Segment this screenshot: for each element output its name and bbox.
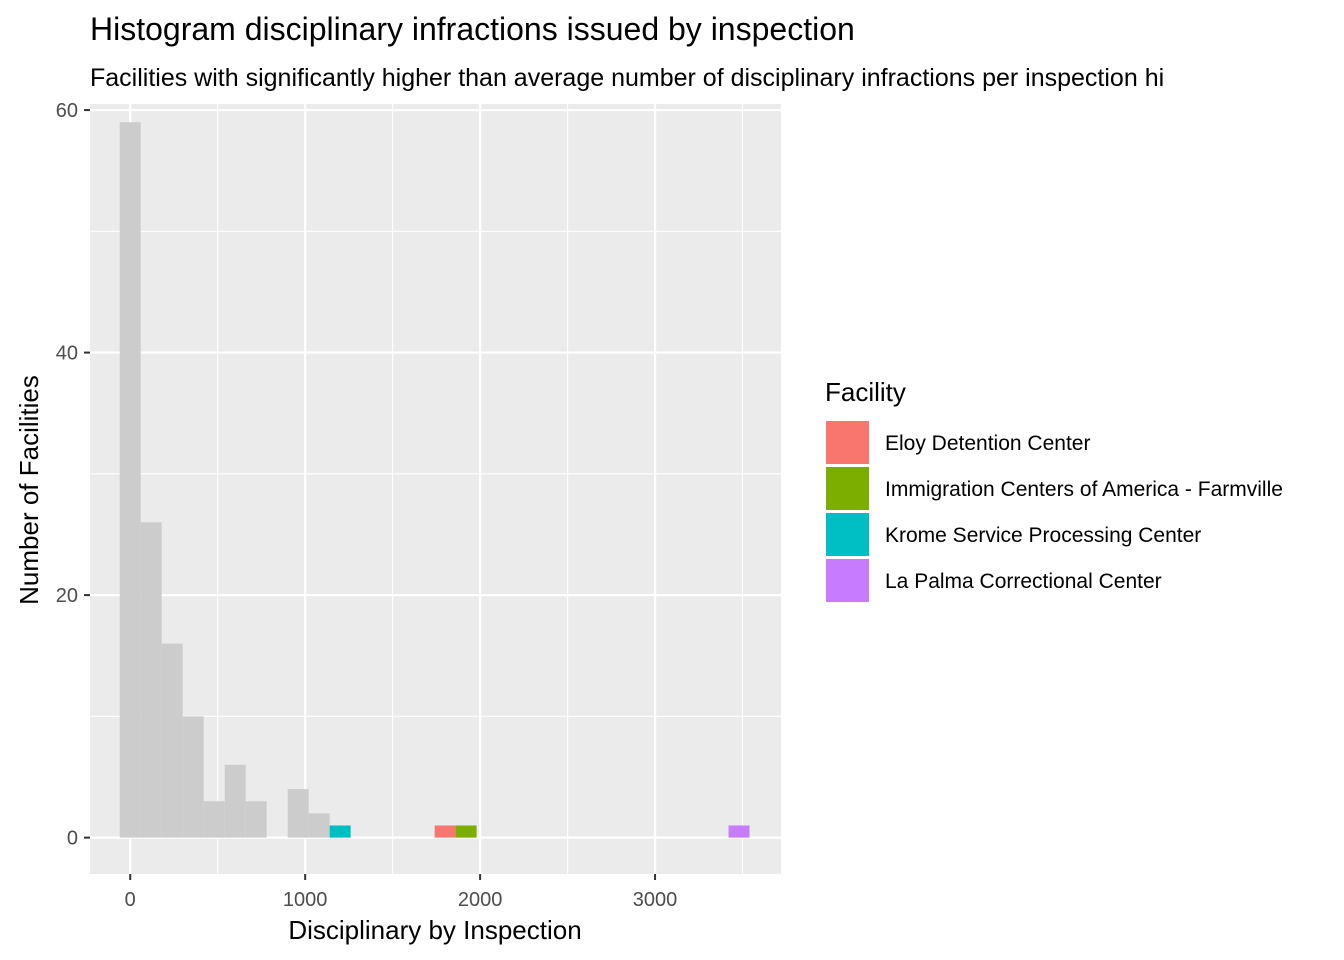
legend-key bbox=[824, 465, 871, 512]
facility-bar bbox=[329, 825, 351, 838]
x-tick-label: 1000 bbox=[283, 889, 328, 911]
legend: Facility Eloy Detention Center Immigratio… bbox=[824, 377, 1283, 604]
legend-label: Krome Service Processing Center bbox=[885, 524, 1201, 547]
legend-key bbox=[824, 557, 871, 604]
legend-title: Facility bbox=[825, 377, 906, 407]
facility-bar bbox=[728, 825, 750, 838]
chart-subtitle: Facilities with significantly higher tha… bbox=[90, 64, 1164, 92]
histogram-bar bbox=[161, 643, 183, 838]
histogram-bar bbox=[224, 764, 246, 838]
legend-label: La Palma Correctional Center bbox=[885, 570, 1162, 593]
grid-minor bbox=[90, 104, 781, 874]
y-tick-label: 20 bbox=[56, 585, 78, 607]
axis-tick-labels: 0 1000 2000 3000 0 20 40 60 bbox=[56, 100, 678, 911]
histogram-bar bbox=[245, 801, 267, 838]
x-tick-label: 2000 bbox=[458, 889, 503, 911]
histogram-bar bbox=[308, 813, 330, 838]
chart-title: Histogram disciplinary infractions issue… bbox=[90, 11, 855, 47]
y-tick-label: 40 bbox=[56, 343, 78, 365]
bars bbox=[119, 122, 750, 838]
legend-label: Eloy Detention Center bbox=[885, 432, 1090, 455]
histogram-bar bbox=[203, 801, 225, 838]
axis-ticks bbox=[84, 109, 657, 880]
y-tick-label: 60 bbox=[56, 100, 78, 122]
x-tick-label: 0 bbox=[125, 889, 136, 911]
facility-bar bbox=[455, 825, 477, 838]
y-axis-title: Number of Facilities bbox=[14, 375, 44, 605]
facility-bar bbox=[434, 825, 456, 838]
legend-key bbox=[824, 511, 871, 558]
histogram-bar bbox=[140, 522, 162, 838]
y-tick-label: 0 bbox=[67, 828, 78, 850]
histogram-bar bbox=[182, 716, 204, 838]
histogram-bar bbox=[119, 122, 141, 838]
legend-key bbox=[824, 419, 871, 466]
legend-label: Immigration Centers of America - Farmvil… bbox=[885, 478, 1283, 501]
histogram-bar bbox=[287, 789, 309, 838]
plot-panel bbox=[90, 104, 781, 874]
x-axis-title: Disciplinary by Inspection bbox=[288, 915, 581, 945]
x-tick-label: 3000 bbox=[633, 889, 678, 911]
